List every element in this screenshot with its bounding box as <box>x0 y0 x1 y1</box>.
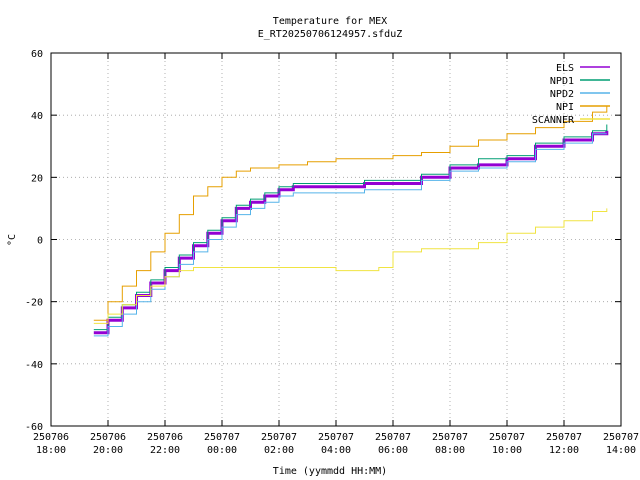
legend-label-npi: NPI <box>556 102 574 113</box>
y-tick-label: 60 <box>31 49 43 60</box>
x-tick-label-time: 04:00 <box>321 445 351 456</box>
x-tick-label-time: 14:00 <box>606 445 636 456</box>
y-tick-label: -40 <box>25 360 43 371</box>
y-tick-label: -20 <box>25 298 43 309</box>
x-tick-label-time: 22:00 <box>150 445 180 456</box>
x-tick-label-date: 250707 <box>318 432 354 443</box>
x-tick-label-date: 250706 <box>147 432 183 443</box>
x-tick-label-time: 20:00 <box>93 445 123 456</box>
y-tick-label: 20 <box>31 173 43 184</box>
y-axis-label: °C <box>7 234 18 246</box>
series-layer <box>93 105 609 337</box>
legend-label-npd1: NPD1 <box>550 76 574 87</box>
x-tick-label-date: 250707 <box>489 432 525 443</box>
x-tick-label-time: 02:00 <box>264 445 294 456</box>
x-axis-label: Time (yymmdd HH:MM) <box>273 466 387 477</box>
x-tick-label-date: 250707 <box>261 432 297 443</box>
x-tick-label-time: 00:00 <box>207 445 237 456</box>
legend-label-els: ELS <box>556 63 574 74</box>
x-tick-label-date: 250706 <box>90 432 126 443</box>
series-line-scanner <box>93 208 608 324</box>
x-tick-label-date: 250707 <box>375 432 411 443</box>
x-tick-label-time: 18:00 <box>36 445 66 456</box>
y-tick-label: -60 <box>25 422 43 433</box>
legend-label-scanner: SCANNER <box>532 115 575 126</box>
x-tick-label-time: 08:00 <box>435 445 465 456</box>
x-tick-label-date: 250707 <box>603 432 639 443</box>
legend-label-npd2: NPD2 <box>550 89 574 100</box>
series-line-npd1 <box>93 124 608 331</box>
chart-subtitle: E_RT20250706124957.sfduZ <box>258 29 403 40</box>
x-tick-label-date: 250707 <box>546 432 582 443</box>
axis-ticks: -60 -40 -20 0 20 40 60 250706 18:00 250706 20:00 25… <box>25 49 639 456</box>
x-tick-label-time: 12:00 <box>549 445 579 456</box>
x-tick-label-time: 06:00 <box>378 445 408 456</box>
y-tick-label: 40 <box>31 111 43 122</box>
chart-title: Temperature for MEX <box>273 16 387 27</box>
series-line-els <box>93 130 609 335</box>
x-tick-label-date: 250706 <box>33 432 69 443</box>
legend: ELS NPD1 NPD2 NPI SCANNER <box>532 63 610 126</box>
series-line-npi <box>93 105 608 321</box>
x-tick-label-date: 250707 <box>432 432 468 443</box>
x-tick-label-time: 10:00 <box>492 445 522 456</box>
x-tick-label-date: 250707 <box>204 432 240 443</box>
y-tick-label: 0 <box>37 236 43 247</box>
